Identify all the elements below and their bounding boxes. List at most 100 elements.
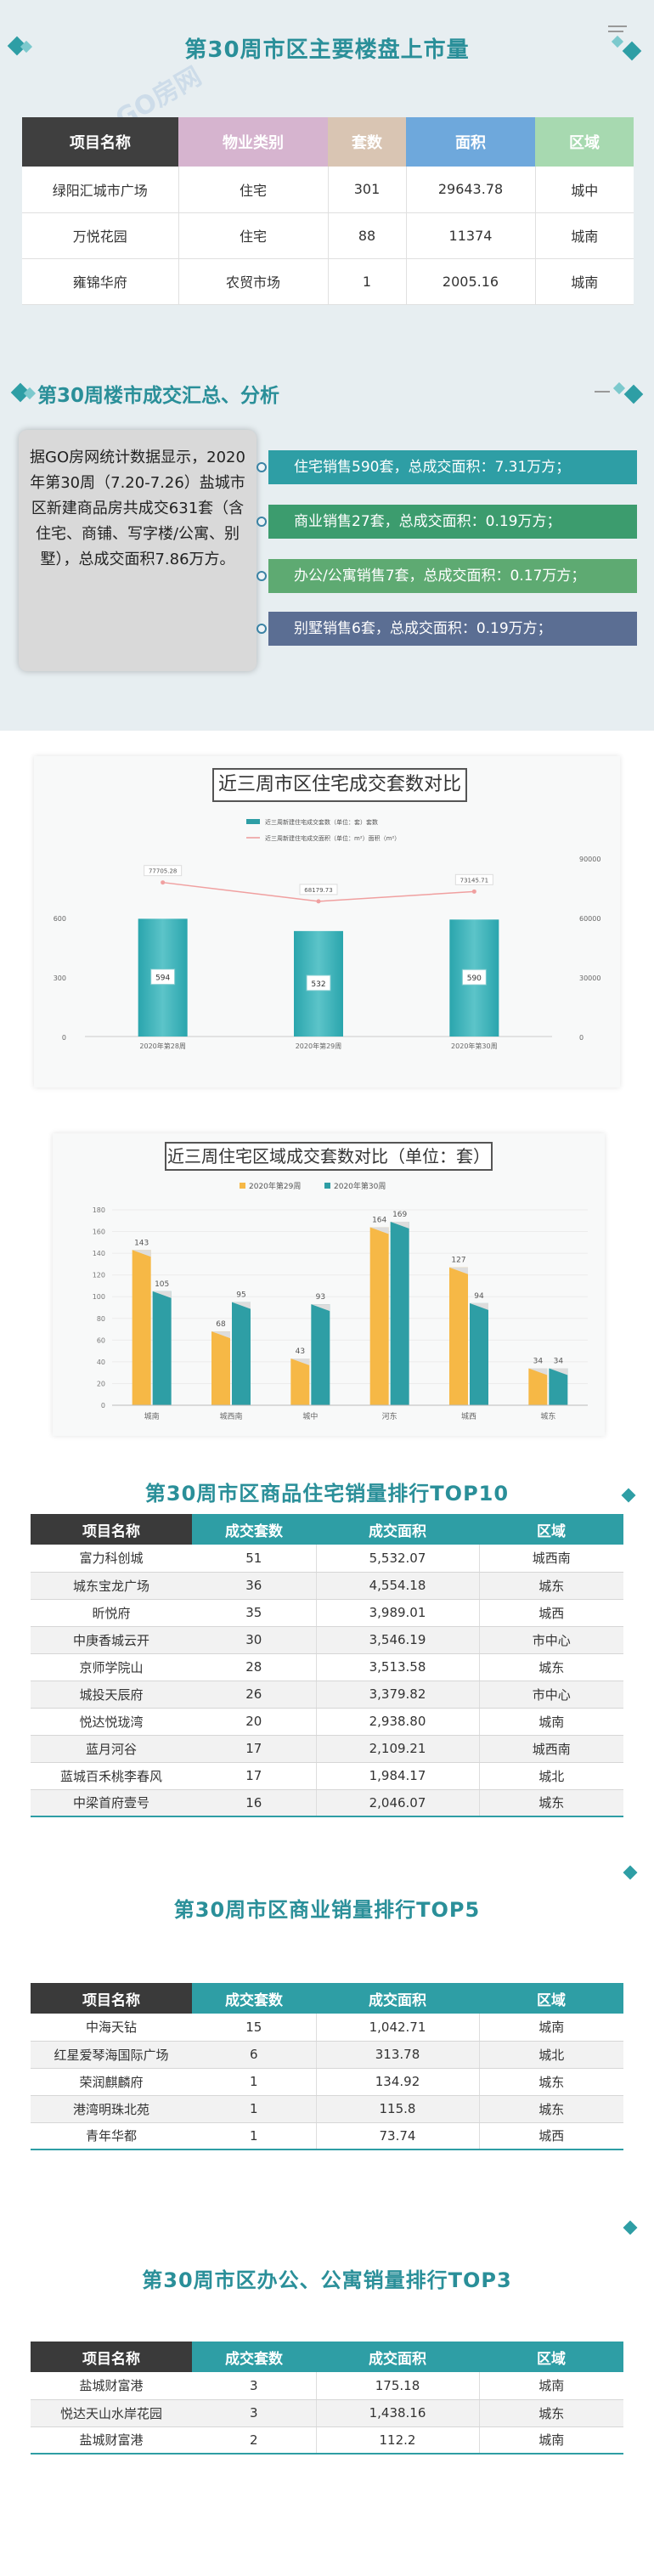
data-label: 73145.71 (460, 877, 488, 884)
table-cell: 1,984.17 (315, 1762, 480, 1790)
chart-title: 近三周市区住宅成交套数对比 (212, 768, 467, 802)
table-header: 项目名称 (31, 1983, 192, 2014)
table-cell: 2 (192, 2426, 316, 2455)
dash-line-icon (595, 391, 610, 393)
table-cell: 红星爱琴海国际广场 (31, 2041, 192, 2069)
table-header: 成交面积 (316, 2342, 479, 2372)
table-cell: 蓝城百禾桃李春风 (31, 1762, 192, 1790)
data-label: 94 (474, 1292, 484, 1301)
table-row: 青年华都 1 73.74 城西 (31, 2122, 623, 2150)
x-tick-label: 2020年第28周 (139, 1042, 186, 1050)
table-cell: 2,109.21 (315, 1735, 480, 1763)
bar (390, 1222, 409, 1405)
table-cell: 青年华都 (31, 2122, 192, 2150)
dash-line-icon (608, 31, 623, 32)
bullet-icon (257, 517, 267, 527)
table-cell: 城西南 (479, 1545, 623, 1573)
chart-panel-weekly: 近三周市区住宅成交套数对比 近三周新建住宅成交套数（单位：套）套数 近三周新建住宅… (34, 756, 620, 1087)
table-row: 绿阳汇城市广场 住宅 301 29643.78 城中 (22, 167, 634, 213)
table-cell: 26 (192, 1681, 316, 1709)
data-label: 105 (155, 1280, 169, 1289)
section-title-top3: 第30周市区办公、公寓销量排行TOP3 (142, 2268, 512, 2292)
table-cell: 3 (192, 2372, 316, 2400)
rank-table-top5: 项目名称 成交套数 成交面积 区域 中海天钻 15 1,042.71 城南 红星爱琴海国际广场 6… (31, 1983, 623, 2150)
table-cell: 悦达天山水岸花园 (31, 2399, 192, 2427)
x-tick-label: 2020年第29周 (296, 1042, 342, 1050)
table-row: 中海天钻 15 1,042.71 城南 (31, 2014, 623, 2042)
bar (232, 1302, 251, 1405)
table-cell: 市中心 (479, 1626, 623, 1654)
bar (528, 1368, 548, 1405)
chart-panel-region: 近三周住宅区域成交套数对比（单位：套） 2020年第29周 2020年第30周 0 2… (53, 1133, 605, 1436)
data-label: 34 (533, 1358, 544, 1366)
table-cell: 住宅 (178, 212, 329, 259)
table-header: 区域 (479, 1514, 623, 1545)
table-cell: 112.2 (315, 2426, 480, 2455)
table-cell: 2,938.80 (315, 1708, 480, 1736)
table-cell: 城东 (479, 2068, 623, 2096)
table-cell: 万悦花园 (22, 212, 179, 259)
legend-label: 近三周新建住宅成交面积（单位：m²）面积（m²） (265, 834, 400, 842)
table-header: 套数 (328, 117, 406, 167)
data-label: 127 (451, 1257, 465, 1265)
data-label: 590 (467, 974, 482, 983)
summary-box: 据GO房网统计数据显示，2020年第30周（7.20-7.26）盐城市区新建商品… (19, 430, 257, 671)
y-tick-label: 600 (54, 915, 66, 923)
table-cell: 城南 (535, 212, 634, 259)
table-cell: 115.8 (315, 2095, 480, 2123)
bar (470, 1302, 488, 1405)
table-header: 成交套数 (192, 2342, 316, 2372)
table-cell: 城南 (479, 2014, 623, 2042)
table-row: 悦达悦珑湾 20 2,938.80 城南 (31, 1708, 623, 1736)
table-cell: 2005.16 (406, 258, 536, 305)
table-row: 雍锦华府 农贸市场 1 2005.16 城南 (22, 258, 634, 305)
data-label-box (299, 884, 338, 895)
table-cell: 1 (192, 2068, 316, 2096)
y-tick-label: 60 (97, 1336, 105, 1344)
bar-cap (290, 1359, 310, 1366)
table-cell: 17 (192, 1735, 316, 1763)
bar-cap (390, 1222, 409, 1229)
table-header: 项目名称 (31, 2342, 192, 2372)
table-cell: 城东 (479, 2095, 623, 2123)
legend-swatch (240, 1183, 245, 1189)
table-cell: 3,379.82 (315, 1681, 480, 1709)
table-cell: 28 (192, 1653, 316, 1681)
table-cell: 农贸市场 (178, 258, 329, 305)
table-cell: 4,554.18 (315, 1572, 480, 1600)
y-tick-label: 100 (93, 1293, 105, 1301)
bar (449, 1267, 468, 1405)
section-title-top5: 第30周市区商业销量排行TOP5 (173, 1898, 481, 1922)
section-title-top10: 第30周市区商品住宅销量排行TOP10 (144, 1482, 510, 1505)
table-cell: 城西南 (479, 1735, 623, 1763)
bar-cap (369, 1227, 389, 1234)
table-cell: 港湾明珠北苑 (31, 2095, 192, 2123)
bar (290, 1359, 310, 1405)
bullet-icon (257, 624, 267, 634)
bar-cap (232, 1302, 251, 1309)
table-header: 区域 (479, 2342, 623, 2372)
x-tick-label: 2020年第30周 (451, 1042, 498, 1050)
chart-region: 2020年第29周 2020年第30周 0 20 40 60 80 100 120 140 160 1… (93, 1181, 588, 1421)
table-cell: 城东 (479, 2399, 623, 2427)
data-label-box (454, 873, 493, 885)
summary-text: 据GO房网统计数据显示，2020年第30周（7.20-7.26）盐城市区新建商品… (30, 449, 245, 568)
data-label-box (144, 865, 183, 877)
data-point (161, 880, 166, 885)
table-cell: 35 (192, 1599, 316, 1627)
table-row: 万悦花园 住宅 88 11374 城南 (22, 212, 634, 259)
table-cell: 中梁首府壹号 (31, 1789, 192, 1817)
table-row: 昕悦府 35 3,989.01 城西 (31, 1599, 623, 1627)
table-cell: 城南 (479, 2426, 623, 2455)
x-tick-label: 城东 (540, 1411, 555, 1421)
y-tick-label: 90000 (579, 856, 600, 863)
table-cell: 城东 (479, 1653, 623, 1681)
data-label: 143 (134, 1239, 149, 1247)
section-title-listing: 第30周市区主要楼盘上市量 (184, 37, 470, 63)
pill-residential: 住宅销售590套，总成交面积：7.31万方； (257, 450, 637, 484)
data-point (471, 889, 476, 894)
rank-table-top3: 项目名称 成交套数 成交面积 区域 盐城财富港 3 175.18 城南 悦达天山水岸花园 3 1,4… (31, 2342, 623, 2455)
bar (549, 1368, 568, 1405)
diamond-icon (623, 2220, 638, 2235)
table-cell: 30 (192, 1626, 316, 1654)
